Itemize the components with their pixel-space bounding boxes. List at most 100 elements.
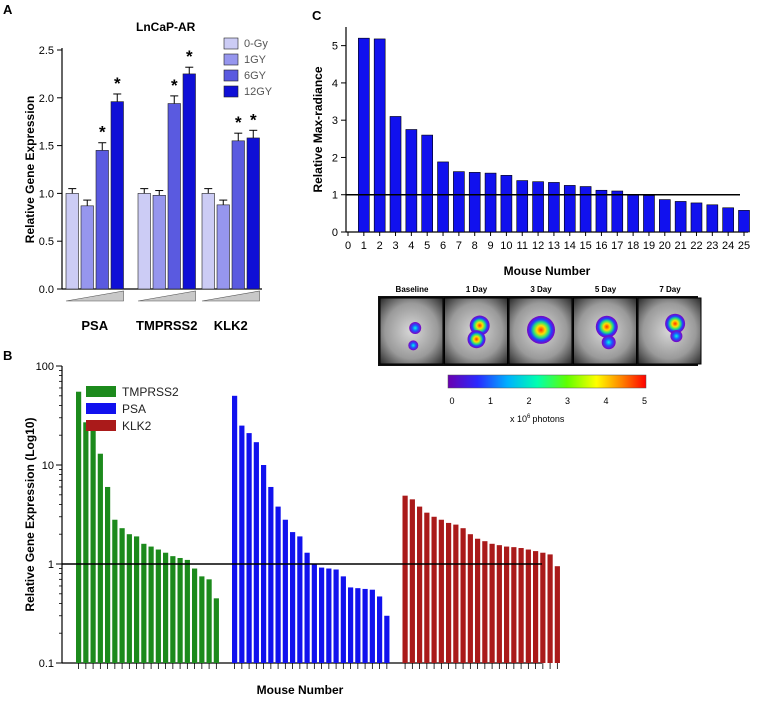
bar-mouse-7 <box>453 171 465 233</box>
bar-TMPRSS2-14 <box>170 556 176 663</box>
y-tick-label: 100 <box>36 361 54 373</box>
legend-label-KLK2: KLK2 <box>122 419 152 433</box>
signal-blob <box>601 335 616 350</box>
bar-KLK2-21 <box>547 554 553 663</box>
x-tick-label: 17 <box>611 240 623 252</box>
bar-0-Gy-KLK2 <box>201 193 215 290</box>
signal-blob <box>409 322 422 335</box>
bar-TMPRSS2-8 <box>126 534 132 663</box>
bar-TMPRSS2-5 <box>105 486 111 663</box>
y-tick-label: 5 <box>332 41 338 53</box>
colorbar-tick-label: 2 <box>526 396 531 406</box>
significance-star: * <box>171 76 178 95</box>
timepoint-label: 3 Day <box>530 285 552 294</box>
x-tick-label: 11 <box>517 240 528 252</box>
bar-KLK2-9 <box>460 528 466 663</box>
x-tick-label: 19 <box>643 240 655 252</box>
legend-label-12GY: 12GY <box>244 86 273 98</box>
x-tick-label: 15 <box>579 240 591 252</box>
dose-ramp-icon <box>201 290 260 302</box>
x-tick-label: 24 <box>722 240 734 252</box>
signal-blob <box>670 330 683 343</box>
dose-ramp-icon <box>65 290 124 302</box>
x-axis-title: Mouse Number <box>257 683 344 697</box>
x-tick-label: 8 <box>472 240 478 252</box>
y-tick-label: 4 <box>332 78 338 90</box>
x-tick-label: 4 <box>408 240 414 252</box>
bar-6GY-PSA <box>95 150 109 290</box>
bar-TMPRSS2-3 <box>90 429 96 663</box>
bar-TMPRSS2-1 <box>76 391 82 663</box>
y-tick-label: 1 <box>332 190 338 202</box>
bar-12GY-PSA <box>110 101 124 290</box>
bar-TMPRSS2-9 <box>134 536 140 663</box>
x-tick-label: 21 <box>675 240 687 252</box>
bar-mouse-3 <box>389 116 402 233</box>
bar-KLK2-19 <box>533 551 539 663</box>
colorbar-tick-label: 1 <box>488 396 493 406</box>
bar-mouse-25 <box>738 210 750 233</box>
legend-swatch-1GY <box>223 53 239 66</box>
bar-KLK2-13 <box>489 543 495 663</box>
bar-TMPRSS2-16 <box>184 559 190 663</box>
bar-KLK2-15 <box>504 546 510 663</box>
bar-6GY-KLK2 <box>231 140 245 290</box>
bar-KLK2-16 <box>511 547 517 663</box>
x-tick-label: 6 <box>440 240 446 252</box>
bar-12GY-TMPRSS2 <box>182 73 196 290</box>
bar-mouse-10 <box>500 175 513 233</box>
bar-KLK2-6 <box>438 519 444 663</box>
timepoint-label: 1 Day <box>466 285 488 294</box>
colorbar-tick-label: 5 <box>642 396 647 406</box>
bar-KLK2-14 <box>496 545 502 663</box>
bar-mouse-1 <box>358 37 370 233</box>
y-axis-title: Relative Max-radiance <box>311 66 325 192</box>
x-tick-label: 9 <box>487 240 493 252</box>
bar-mouse-20 <box>658 199 671 233</box>
y-tick-label: 1 <box>48 559 54 571</box>
bar-KLK2-1 <box>402 495 408 663</box>
bar-TMPRSS2-20 <box>213 598 219 663</box>
x-tick-label: 14 <box>564 240 576 252</box>
bar-mouse-19 <box>643 195 655 233</box>
bar-PSA-19 <box>362 588 368 663</box>
bar-TMPRSS2-12 <box>155 549 161 663</box>
panel-a-title: LnCaP-AR <box>136 20 196 34</box>
colorbar <box>447 374 647 389</box>
y-tick-label: 0.5 <box>39 236 54 248</box>
x-tick-label: 16 <box>595 240 607 252</box>
legend-swatch-KLK2 <box>86 420 116 431</box>
bar-PSA-9 <box>290 532 296 663</box>
timepoint-label: 7 Day <box>659 285 681 294</box>
y-tick-label: 3 <box>332 115 338 127</box>
legend-swatch-PSA <box>86 403 116 414</box>
bar-6GY-TMPRSS2 <box>167 103 181 290</box>
bar-PSA-22 <box>384 615 390 663</box>
significance-star: * <box>99 123 106 142</box>
bar-PSA-4 <box>253 442 259 663</box>
legend-label-1GY: 1GY <box>244 54 267 66</box>
bar-0-Gy-TMPRSS2 <box>137 193 151 290</box>
significance-star: * <box>114 74 121 93</box>
bar-mouse-15 <box>579 186 592 233</box>
y-tick-label: 2.5 <box>39 45 54 57</box>
category-label-PSA: PSA <box>81 318 108 333</box>
signal-blob <box>595 315 618 338</box>
significance-star: * <box>186 47 193 66</box>
colorbar-tick-label: 0 <box>449 396 454 406</box>
colorbar-label: x 106 photons <box>510 414 565 424</box>
timepoint-label: 5 Day <box>595 285 617 294</box>
bar-KLK2-12 <box>482 541 488 663</box>
y-tick-label: 10 <box>42 460 54 472</box>
bar-12GY-KLK2 <box>246 137 260 290</box>
bar-KLK2-17 <box>518 548 524 663</box>
x-tick-label: 20 <box>659 240 671 252</box>
bar-mouse-6 <box>437 161 449 233</box>
bar-TMPRSS2-17 <box>192 568 198 663</box>
y-axis-title: Relative Gene Expression <box>23 96 37 243</box>
x-tick-label: 25 <box>738 240 750 252</box>
legend-label-0-Gy: 0-Gy <box>244 38 268 50</box>
bar-TMPRSS2-7 <box>119 528 125 663</box>
y-tick-label: 1.0 <box>39 188 54 200</box>
x-tick-label: 13 <box>548 240 560 252</box>
